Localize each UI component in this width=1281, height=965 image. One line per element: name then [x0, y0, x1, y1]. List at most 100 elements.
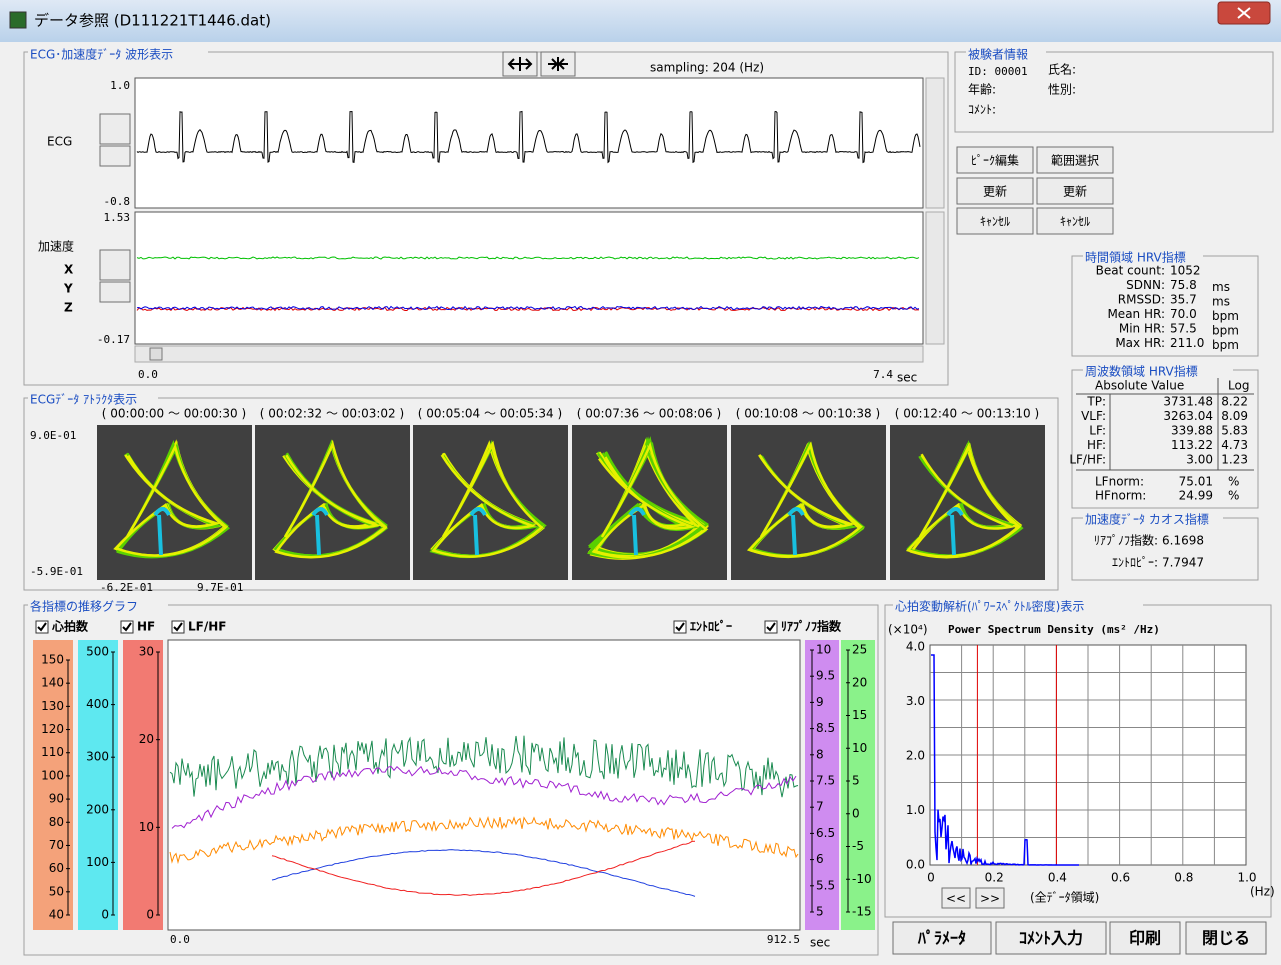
- subject-age: 年齢:: [968, 83, 996, 97]
- subject-name: 氏名:: [1048, 62, 1076, 77]
- subject-id: ID: 00001: [968, 65, 1028, 78]
- trend-title: 各指標の推移グラフ: [30, 599, 138, 614]
- ecg-ymax: 1.0: [110, 79, 130, 92]
- trend-tick-label: 9.5: [816, 669, 835, 683]
- trend-tick-label: 0: [146, 908, 154, 922]
- footer-button-label: 閉じる: [1202, 929, 1250, 948]
- trend-tick-label: 150: [41, 653, 64, 667]
- trend-tick-label: 300: [86, 750, 109, 764]
- trend-tick-label: 120: [41, 722, 64, 736]
- acc-y-label: Y: [63, 282, 73, 296]
- norm-value: 24.99: [1179, 489, 1213, 503]
- ecg-scale-down[interactable]: [100, 146, 130, 166]
- lfhf-axis-panel: [123, 640, 163, 930]
- trend-tick-label: 80: [49, 815, 64, 829]
- chaos-label: ｴﾝﾄﾛﾋﾟｰ:: [1112, 556, 1158, 570]
- acc-ymin: -0.17: [97, 333, 130, 346]
- acc-scale-up[interactable]: [100, 250, 130, 280]
- scroll-thumb[interactable]: [150, 348, 162, 360]
- trend-tick-label: 10: [816, 643, 831, 657]
- trend-tick-label: 200: [86, 802, 109, 816]
- app-icon: [10, 12, 26, 28]
- chaos-value: 6.1698: [1162, 534, 1204, 548]
- psd-y-tick: 0.0: [906, 858, 925, 872]
- freq-label: HF:: [1087, 438, 1106, 452]
- x-end: 7.4: [873, 368, 893, 381]
- trend-check-label: LF/HF: [188, 620, 226, 634]
- attractor-range: ( 00:12:40 ～ 00:13:10 ): [895, 407, 1039, 421]
- hrv-value: 35.7: [1170, 293, 1197, 307]
- trend-check-label: ﾘｱﾌﾟﾉﾌ指数: [781, 619, 842, 634]
- edit-button-label: 更新: [1063, 185, 1087, 199]
- freq-value: 3263.04: [1163, 409, 1213, 423]
- trend-tick-label: 500: [86, 645, 109, 659]
- ecg-scrollbar[interactable]: [926, 78, 944, 208]
- freq-hrv-title: 周波数領域 HRV指標: [1085, 364, 1198, 379]
- subject-group: [955, 52, 1273, 132]
- trend-tick-label: 7: [816, 800, 824, 814]
- freq-log: 8.09: [1221, 409, 1248, 423]
- hrv-unit: ms: [1212, 280, 1230, 294]
- psd-nav-button-label: <<: [946, 892, 966, 906]
- edit-button-label: 更新: [983, 185, 1007, 199]
- freq-value: 113.22: [1171, 438, 1213, 452]
- trend-tick-label: 140: [41, 676, 64, 690]
- acc-scale-down[interactable]: [100, 282, 130, 302]
- subject-sex: 性別:: [1048, 83, 1076, 97]
- time-hrv-title: 時間領域 HRV指標: [1085, 250, 1186, 265]
- chaos-label: ﾘｱﾌﾟﾉﾌ指数:: [1094, 533, 1158, 548]
- acc-ymax: 1.53: [104, 211, 131, 224]
- ecg-scale-up[interactable]: [100, 114, 130, 144]
- psd-y-tick: 2.0: [906, 749, 925, 763]
- trend-tick-label: 0: [101, 908, 109, 922]
- x-unit: sec: [897, 371, 917, 385]
- freq-label: LF:: [1089, 424, 1106, 438]
- trend-tick-label: 70: [49, 838, 64, 852]
- psd-range-label: (全ﾃﾞｰﾀ領域): [1030, 891, 1099, 905]
- psd-x-tick: 0.8: [1174, 871, 1193, 885]
- freq-value: 3731.48: [1163, 395, 1213, 409]
- trend-plot: [168, 640, 800, 930]
- hrv-label: Min HR:: [1119, 322, 1165, 336]
- ecg-ymin: -0.8: [104, 195, 131, 208]
- trend-tick-label: 50: [49, 884, 64, 898]
- trend-tick-label: 9: [816, 695, 824, 709]
- attractor-range: ( 00:05:04 ～ 00:05:34 ): [418, 407, 562, 421]
- edit-button-label: ｷｬﾝｾﾙ: [1060, 215, 1090, 229]
- acc-scrollbar[interactable]: [926, 212, 944, 344]
- trend-tick-label: 60: [49, 861, 64, 875]
- trend-tick-label: 8: [816, 747, 824, 761]
- trend-tick-label: 30: [139, 645, 154, 659]
- hrv-unit: bpm: [1212, 338, 1239, 352]
- freq-log: 4.73: [1221, 438, 1248, 452]
- psd-heading: Power Spectrum Density (ms² /Hz): [948, 623, 1160, 636]
- hrv-value: 70.0: [1170, 307, 1197, 321]
- hrv-value: 75.8: [1170, 278, 1197, 292]
- ecg-label: ECG: [47, 135, 72, 149]
- trend-tick-label: 6.5: [816, 826, 835, 840]
- trend-tick-label: 5: [816, 905, 824, 919]
- trend-x-unit: sec: [810, 936, 830, 950]
- trend-tick-label: 6: [816, 852, 824, 866]
- x-start: 0.0: [138, 368, 158, 381]
- attractor-range: ( 00:02:32 ～ 00:03:02 ): [260, 407, 404, 421]
- trend-tick-label: -15: [852, 905, 872, 919]
- psd-x-tick: 0: [927, 871, 935, 885]
- trend-tick-label: 5: [852, 774, 860, 788]
- freq-log: 1.23: [1221, 453, 1248, 467]
- hrv-label: Beat count:: [1096, 264, 1165, 278]
- trend-tick-label: 15: [852, 708, 867, 722]
- attractor-xmax: 9.7E-01: [197, 581, 243, 594]
- trend-tick-label: 10: [852, 741, 867, 755]
- trend-tick-label: 7.5: [816, 774, 835, 788]
- freq-label: LF/HF:: [1069, 453, 1106, 467]
- hrv-label: Max HR:: [1115, 336, 1165, 350]
- time-scrollbar[interactable]: [135, 346, 923, 362]
- trend-tick-label: 20: [139, 732, 154, 746]
- trend-tick-label: 110: [41, 745, 64, 759]
- trend-tick-label: 400: [86, 697, 109, 711]
- trend-tick-label: -10: [852, 872, 872, 886]
- hrv-unit: bpm: [1212, 309, 1239, 323]
- attractor-xmin: -6.2E-01: [100, 581, 153, 594]
- chaos-title: 加速度ﾃﾞｰﾀ カオス指標: [1085, 512, 1209, 527]
